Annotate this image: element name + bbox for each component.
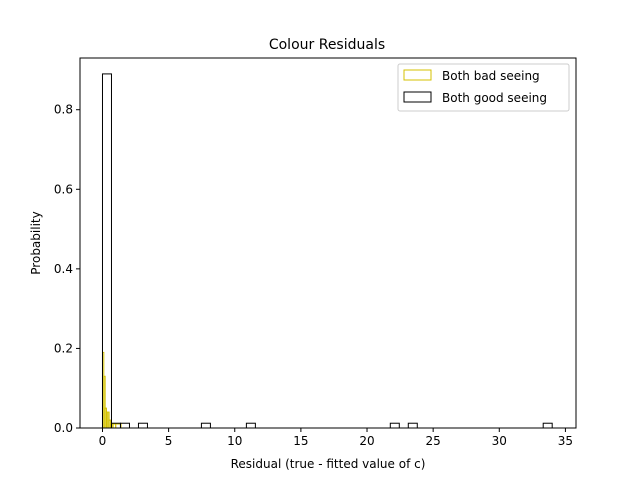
bar-good-seeing-5 — [245, 422, 256, 429]
y-tick-label: 0.8 — [54, 103, 73, 117]
legend-label-bad-seeing: Both bad seeing — [442, 69, 540, 83]
legend: Both bad seeing Both good seeing — [397, 63, 570, 112]
y-tick-label: 0.6 — [54, 182, 73, 196]
bar-good-seeing-8 — [542, 422, 553, 429]
x-axis-label: Residual (true - fitted value of c) — [231, 457, 426, 471]
bar-good-seeing-2 — [119, 422, 130, 429]
chart-title: Colour Residuals — [269, 37, 385, 53]
x-tick-label: 20 — [359, 434, 374, 448]
bars-layer — [101, 73, 553, 429]
legend-label-good-seeing: Both good seeing — [442, 91, 547, 105]
bar-good-seeing-6 — [389, 422, 400, 429]
x-tick-label: 30 — [492, 434, 507, 448]
x-tick-label: 5 — [165, 434, 173, 448]
x-tick-label: 15 — [293, 434, 308, 448]
y-tick-label: 0.2 — [54, 341, 73, 355]
y-axis-ticks: 0.0 0.2 0.4 0.6 0.8 — [54, 103, 80, 435]
legend-swatch-good-seeing — [403, 91, 432, 103]
x-tick-label: 35 — [558, 434, 573, 448]
legend-swatch-bad-seeing — [403, 69, 432, 81]
bar-good-seeing-4 — [200, 422, 211, 429]
x-tick-label: 0 — [99, 434, 107, 448]
y-tick-label: 0.4 — [54, 262, 73, 276]
plot-frame — [79, 57, 577, 429]
y-axis-label: Probability — [29, 211, 43, 274]
x-axis-ticks: 0 5 10 15 20 25 30 35 — [99, 428, 573, 448]
legend-box — [397, 63, 570, 112]
x-tick-label: 10 — [227, 434, 242, 448]
y-tick-label: 0.0 — [54, 421, 73, 435]
x-tick-label: 25 — [426, 434, 441, 448]
bar-good-seeing-3 — [137, 422, 148, 429]
bar-good-seeing-7 — [407, 422, 418, 429]
